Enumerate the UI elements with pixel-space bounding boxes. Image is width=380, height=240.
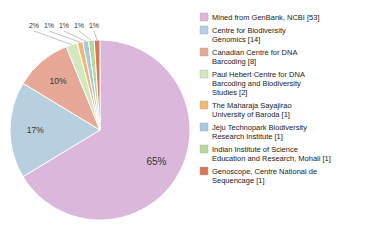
data-label: 2% (29, 22, 39, 29)
data-label: 65% (146, 156, 166, 167)
data-label: 1% (89, 22, 99, 29)
legend-swatch (200, 13, 208, 21)
data-label: 1% (74, 22, 84, 29)
chart: 65% 17% 10% 2% 1% 1% 1% 1% Mined from GenBank, N… (0, 0, 380, 240)
legend-swatch (200, 26, 208, 34)
data-label: 10% (49, 76, 66, 86)
pie (10, 40, 190, 220)
data-labels: 65% 17% 10% 2% 1% 1% 1% 1% (27, 22, 167, 167)
leader-line (64, 31, 86, 41)
legend-label: Mined from GenBank, NCBI [53] (212, 13, 320, 22)
data-label: 17% (27, 125, 44, 135)
legend: Mined from GenBank, NCBI [53] Centre for … (200, 13, 331, 185)
legend-label: Genoscope, Centre National deSequencage … (212, 167, 317, 185)
data-label: 1% (59, 22, 69, 29)
legend-swatch (200, 145, 208, 153)
pie-slice (88, 40, 100, 130)
legend-label: The Maharaja SayajiraoUniversity of Baro… (212, 101, 292, 119)
legend-swatch (200, 48, 208, 56)
legend-label: Indian Institute of ScienceEducation and… (212, 145, 331, 163)
leader-line (34, 31, 72, 45)
pie-slice (83, 41, 100, 130)
leader-line (94, 31, 97, 40)
legend-label: Paul Hebert Centre for DNABarcoding and … (212, 70, 305, 97)
legend-label: Canadian Centre for DNABarcoding [8] (212, 48, 297, 66)
legend-label: Centre for BiodiversityGenomics [14] (212, 26, 286, 44)
legend-swatch (200, 101, 208, 109)
legend-swatch (200, 167, 208, 175)
legend-label: Jeju Technopark BiodiversityResearch Ins… (212, 123, 307, 141)
legend-swatch (200, 70, 208, 78)
legend-swatch (200, 123, 208, 131)
data-label: 1% (44, 22, 54, 29)
pie-slice (94, 40, 100, 130)
leader-line (79, 31, 91, 40)
